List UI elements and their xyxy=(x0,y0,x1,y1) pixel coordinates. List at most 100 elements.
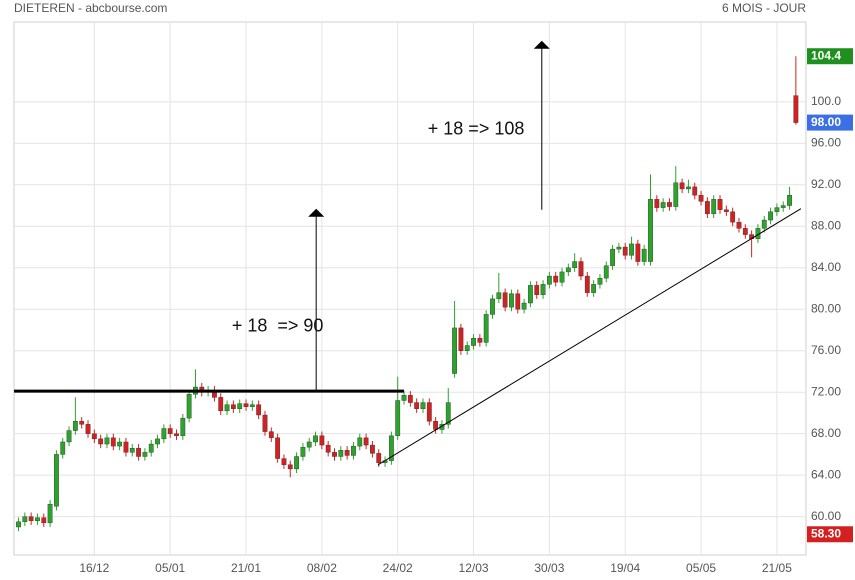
chart-subtitle: 6 MOIS - JOUR xyxy=(722,1,806,15)
candle-body xyxy=(546,275,552,285)
candle-body xyxy=(509,293,514,308)
candle-body xyxy=(464,345,470,351)
candle-body xyxy=(433,421,439,430)
annotation: + 18 => 90 xyxy=(232,316,324,336)
candle-body xyxy=(41,517,47,524)
candle-body xyxy=(629,243,634,256)
candle-body xyxy=(313,435,318,443)
candle-body xyxy=(445,402,451,425)
candle-body xyxy=(723,209,729,212)
x-tick-label: 30/03 xyxy=(534,561,564,575)
y-tick-label: 84.00 xyxy=(811,260,841,274)
candle-body xyxy=(85,424,91,434)
candle-body xyxy=(306,441,312,448)
candle-body xyxy=(584,275,590,293)
candle-body xyxy=(98,438,104,445)
candle-body xyxy=(338,450,344,457)
candle-body xyxy=(730,211,736,223)
candle-body xyxy=(787,194,792,206)
candle-body xyxy=(654,199,660,208)
candle-body xyxy=(363,437,369,446)
candle-body xyxy=(22,516,28,523)
x-tick-label: 21/05 xyxy=(762,561,792,575)
candle-body xyxy=(414,402,420,409)
candle-body xyxy=(287,464,293,470)
candle-body xyxy=(218,397,224,412)
x-tick-label: 08/02 xyxy=(307,561,337,575)
candle-body xyxy=(268,431,274,439)
y-tick-label: 100.0 xyxy=(811,94,841,108)
candle-body xyxy=(167,428,173,434)
candle-body xyxy=(357,437,363,447)
candle-body xyxy=(148,443,154,453)
candle-body xyxy=(761,219,767,229)
candle-body xyxy=(155,438,160,445)
trend-line xyxy=(377,208,802,466)
price-badge xyxy=(807,48,853,65)
candle-body xyxy=(616,246,622,250)
arrow-head xyxy=(533,40,550,49)
candle-body xyxy=(515,293,521,310)
candle-body xyxy=(388,435,394,461)
candle-body xyxy=(540,284,546,295)
candle-body xyxy=(66,430,72,443)
candle-body xyxy=(47,503,53,524)
candle-body xyxy=(736,221,742,229)
chart-title: DIETEREN - abcbourse.com xyxy=(14,1,167,15)
candle-body xyxy=(635,243,641,262)
candle-body xyxy=(692,186,698,196)
y-tick-label: 60.00 xyxy=(811,509,841,523)
y-tick-label: 64.00 xyxy=(811,467,841,481)
candle-body xyxy=(578,261,584,277)
candle-body xyxy=(477,338,483,343)
candle-body xyxy=(591,284,597,293)
candle-body xyxy=(648,199,653,262)
candle-body xyxy=(294,456,299,470)
candle-body xyxy=(603,265,609,279)
candle-body xyxy=(395,400,401,436)
candle-body xyxy=(281,458,287,465)
candle-body xyxy=(104,437,110,445)
candle-body xyxy=(698,194,704,202)
candle-body xyxy=(136,447,141,457)
candle-body xyxy=(344,450,350,456)
candle-body xyxy=(667,202,672,207)
candle-body xyxy=(72,421,78,431)
candle-body xyxy=(521,302,527,310)
candle-body xyxy=(793,95,799,123)
candle-body xyxy=(717,199,723,210)
candle-body xyxy=(420,402,426,409)
candle-body xyxy=(161,428,167,440)
candle-body xyxy=(110,437,116,447)
candle-body xyxy=(610,248,615,266)
candle-body xyxy=(230,404,236,409)
candle-body xyxy=(768,211,773,221)
plot-area xyxy=(13,21,807,556)
candle-body xyxy=(742,228,748,235)
x-tick-label: 12/03 xyxy=(459,561,489,575)
y-tick-label: 76.00 xyxy=(811,343,841,357)
price-badge xyxy=(807,114,853,131)
arrow-head xyxy=(308,208,325,217)
candle-body xyxy=(256,404,262,416)
candle-body xyxy=(142,452,148,457)
candle-body xyxy=(565,267,571,273)
candle-body xyxy=(249,404,255,407)
candle-body xyxy=(262,414,268,432)
candle-body xyxy=(704,201,710,215)
price-badge xyxy=(807,526,853,543)
candle-body xyxy=(237,403,243,409)
price-badge-label: 58.30 xyxy=(811,526,841,540)
candle-body xyxy=(180,417,186,436)
x-tick-label: 21/01 xyxy=(231,561,261,575)
candle-body xyxy=(123,441,129,453)
candle-body xyxy=(129,447,135,453)
candle-body xyxy=(35,517,40,521)
candle-body xyxy=(275,437,281,459)
candle-body xyxy=(332,452,337,457)
candle-body xyxy=(641,248,647,262)
x-tick-label: 05/01 xyxy=(155,561,185,575)
candle-body xyxy=(54,454,59,507)
candle-body xyxy=(679,182,685,190)
